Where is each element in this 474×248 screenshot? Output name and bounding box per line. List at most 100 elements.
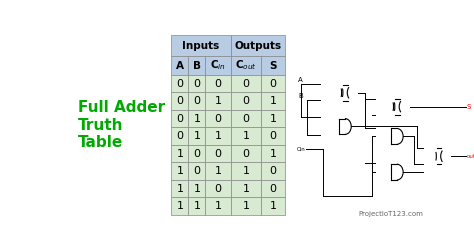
Bar xyxy=(171,110,188,127)
Bar xyxy=(188,75,205,93)
Text: 0: 0 xyxy=(193,79,201,89)
Text: 1: 1 xyxy=(242,201,249,211)
Text: 0: 0 xyxy=(193,149,201,159)
Bar xyxy=(261,56,285,75)
Bar xyxy=(205,110,230,127)
Text: 0: 0 xyxy=(176,96,183,106)
Text: 1: 1 xyxy=(270,149,277,159)
Text: 0: 0 xyxy=(270,166,277,176)
Bar xyxy=(261,145,285,162)
Bar xyxy=(205,93,230,110)
Bar xyxy=(205,75,230,93)
Bar xyxy=(188,197,205,215)
Text: S: S xyxy=(269,61,277,70)
Bar xyxy=(261,180,285,197)
Text: ProjectIoT123.com: ProjectIoT123.com xyxy=(358,211,423,217)
Text: 0: 0 xyxy=(242,79,249,89)
Text: 1: 1 xyxy=(176,201,183,211)
Bar xyxy=(261,127,285,145)
Bar xyxy=(171,127,188,145)
Text: 0: 0 xyxy=(270,184,277,194)
Text: B: B xyxy=(193,61,201,70)
Bar xyxy=(230,93,261,110)
Bar xyxy=(230,145,261,162)
Bar xyxy=(171,162,188,180)
Text: 1: 1 xyxy=(242,131,249,141)
Bar xyxy=(230,127,261,145)
Text: 0: 0 xyxy=(214,114,221,124)
Text: A: A xyxy=(298,77,303,83)
Bar xyxy=(205,180,230,197)
Bar xyxy=(230,162,261,180)
Bar xyxy=(205,197,230,215)
Text: 1: 1 xyxy=(270,114,277,124)
Bar xyxy=(171,197,188,215)
Text: 1: 1 xyxy=(242,184,249,194)
Text: 1: 1 xyxy=(193,131,201,141)
Bar xyxy=(230,75,261,93)
Bar xyxy=(171,56,188,75)
Text: Outputs: Outputs xyxy=(234,41,282,51)
Bar xyxy=(205,162,230,180)
Bar xyxy=(205,127,230,145)
Text: 1: 1 xyxy=(214,166,221,176)
Text: 1: 1 xyxy=(270,96,277,106)
Text: 1: 1 xyxy=(193,114,201,124)
Text: 1: 1 xyxy=(242,166,249,176)
Bar xyxy=(205,56,230,75)
Bar xyxy=(188,110,205,127)
Text: 0: 0 xyxy=(214,149,221,159)
Bar xyxy=(261,93,285,110)
Bar xyxy=(261,75,285,93)
Text: 0: 0 xyxy=(270,131,277,141)
Text: 0: 0 xyxy=(242,114,249,124)
Text: 0: 0 xyxy=(193,166,201,176)
Bar xyxy=(188,56,205,75)
Bar xyxy=(230,110,261,127)
Text: 0: 0 xyxy=(242,149,249,159)
Text: 1: 1 xyxy=(193,184,201,194)
Text: 1: 1 xyxy=(176,166,183,176)
Bar xyxy=(171,180,188,197)
Text: 1: 1 xyxy=(176,149,183,159)
Bar xyxy=(230,180,261,197)
Text: 0: 0 xyxy=(270,79,277,89)
Text: 1: 1 xyxy=(176,184,183,194)
Text: Cin: Cin xyxy=(297,147,306,152)
Text: out: out xyxy=(467,154,474,159)
Bar xyxy=(171,93,188,110)
Bar xyxy=(188,93,205,110)
Text: 0: 0 xyxy=(242,96,249,106)
Text: 1: 1 xyxy=(214,96,221,106)
Bar xyxy=(261,162,285,180)
Bar xyxy=(188,127,205,145)
Text: A: A xyxy=(176,61,184,70)
Text: B: B xyxy=(298,93,303,99)
Text: 0: 0 xyxy=(193,96,201,106)
Bar xyxy=(205,145,230,162)
Text: S: S xyxy=(467,104,471,110)
Text: Inputs: Inputs xyxy=(182,41,219,51)
Text: 0: 0 xyxy=(176,131,183,141)
Bar xyxy=(230,197,261,215)
Bar xyxy=(261,110,285,127)
Bar xyxy=(171,75,188,93)
Text: 1: 1 xyxy=(214,201,221,211)
Text: 1: 1 xyxy=(270,201,277,211)
Text: 1: 1 xyxy=(214,131,221,141)
Text: 0: 0 xyxy=(214,79,221,89)
Bar xyxy=(171,35,230,56)
Bar xyxy=(188,162,205,180)
Bar xyxy=(188,180,205,197)
Bar xyxy=(171,145,188,162)
Text: 0: 0 xyxy=(176,79,183,89)
Bar xyxy=(230,56,261,75)
Text: C$_{out}$: C$_{out}$ xyxy=(235,59,257,72)
Text: C$_{in}$: C$_{in}$ xyxy=(210,59,226,72)
Text: 0: 0 xyxy=(176,114,183,124)
Text: 1: 1 xyxy=(193,201,201,211)
Text: 0: 0 xyxy=(214,184,221,194)
Text: Full Adder
Truth
Table: Full Adder Truth Table xyxy=(78,100,165,150)
Bar xyxy=(261,197,285,215)
Bar xyxy=(230,35,285,56)
